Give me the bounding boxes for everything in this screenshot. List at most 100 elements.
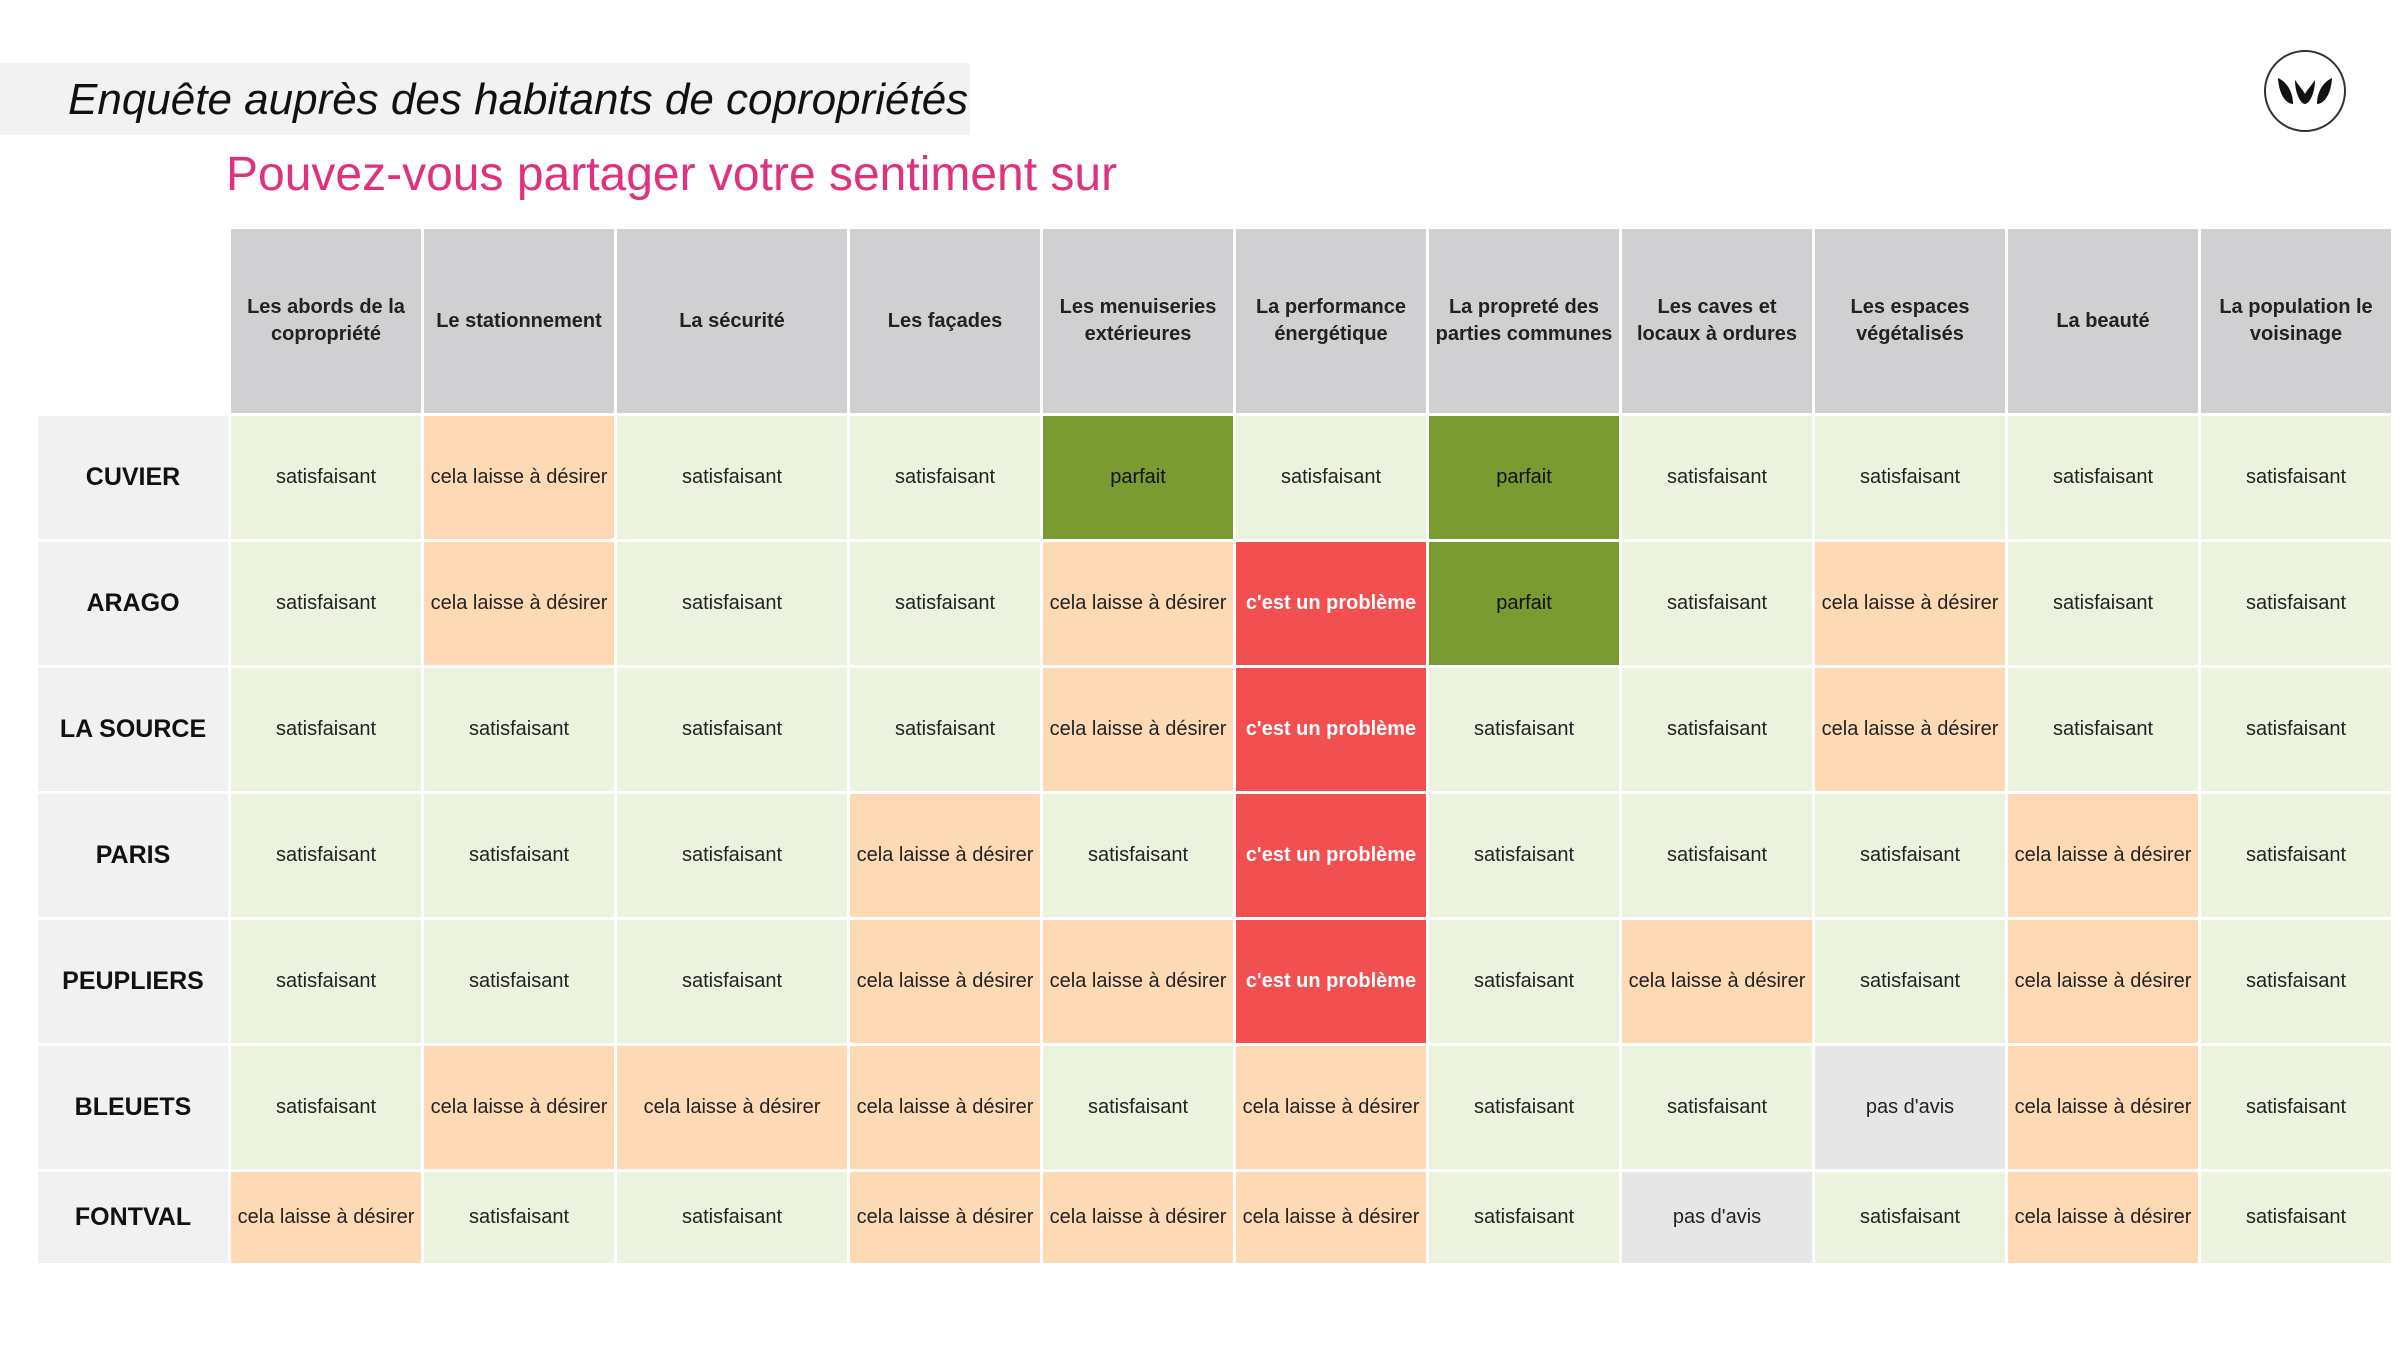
column-header: La beauté [2008, 229, 2198, 413]
table-cell: satisfaisant [2008, 542, 2198, 665]
table-cell: satisfaisant [2201, 794, 2391, 917]
table-cell: pas d'avis [1622, 1172, 1812, 1263]
column-header: La propreté des parties communes [1429, 229, 1619, 413]
table-cell: cela laisse à désirer [1043, 668, 1233, 791]
row-header: PARIS [38, 794, 228, 917]
table-cell: cela laisse à désirer [617, 1046, 847, 1169]
table-cell: satisfaisant [1622, 542, 1812, 665]
table-cell: satisfaisant [1622, 1046, 1812, 1169]
table-cell: satisfaisant [850, 416, 1040, 539]
row-header: ARAGO [38, 542, 228, 665]
column-header: Les façades [850, 229, 1040, 413]
column-header: Le stationnement [424, 229, 614, 413]
table-body: CUVIER satisfaisant cela laisse à désirer s… [38, 416, 2391, 1263]
table-cell: cela laisse à désirer [850, 1172, 1040, 1263]
table-row: PEUPLIERS satisfaisant satisfaisant satisfa… [38, 920, 2391, 1043]
table-cell: satisfaisant [1429, 794, 1619, 917]
table-cell: satisfaisant [231, 920, 421, 1043]
table-corner [38, 229, 228, 413]
column-header: Les espaces végétalisés [1815, 229, 2005, 413]
table-cell: satisfaisant [1622, 668, 1812, 791]
table-row: CUVIER satisfaisant cela laisse à désirer s… [38, 416, 2391, 539]
table-cell: cela laisse à désirer [424, 1046, 614, 1169]
table-cell: satisfaisant [850, 668, 1040, 791]
table-cell: satisfaisant [2201, 920, 2391, 1043]
table-cell: satisfaisant [1815, 920, 2005, 1043]
table-cell: cela laisse à désirer [2008, 920, 2198, 1043]
table-cell: pas d'avis [1815, 1046, 2005, 1169]
table-cell: c'est un problème [1236, 920, 1426, 1043]
table-cell: satisfaisant [2008, 668, 2198, 791]
table-cell: satisfaisant [231, 542, 421, 665]
row-header: BLEUETS [38, 1046, 228, 1169]
leaves-logo-svg [2278, 78, 2332, 104]
table-cell: satisfaisant [1429, 1046, 1619, 1169]
table-cell: cela laisse à désirer [1815, 668, 2005, 791]
column-header: Les caves et locaux à ordures [1622, 229, 1812, 413]
table-cell: satisfaisant [2201, 542, 2391, 665]
table-cell: satisfaisant [2008, 416, 2198, 539]
table-cell: satisfaisant [1622, 416, 1812, 539]
row-header: FONTVAL [38, 1172, 228, 1263]
table-cell: cela laisse à désirer [2008, 1046, 2198, 1169]
table-cell: satisfaisant [231, 794, 421, 917]
table-cell: cela laisse à désirer [1236, 1046, 1426, 1169]
table-cell: cela laisse à désirer [850, 1046, 1040, 1169]
table-cell: cela laisse à désirer [1043, 920, 1233, 1043]
table-cell: cela laisse à désirer [2008, 1172, 2198, 1263]
table-cell: satisfaisant [424, 668, 614, 791]
column-header: La population le voisinage [2201, 229, 2391, 413]
table-cell: satisfaisant [424, 794, 614, 917]
table-cell: satisfaisant [1815, 1172, 2005, 1263]
table-cell: cela laisse à désirer [1043, 1172, 1233, 1263]
table-cell: cela laisse à désirer [1236, 1172, 1426, 1263]
column-header: Les abords de la copropriété [231, 229, 421, 413]
table-cell: parfait [1429, 542, 1619, 665]
table-cell: satisfaisant [1429, 920, 1619, 1043]
table-cell: satisfaisant [2201, 668, 2391, 791]
table-cell: cela laisse à désirer [850, 794, 1040, 917]
table-cell: satisfaisant [617, 1172, 847, 1263]
table-cell: cela laisse à désirer [1815, 542, 2005, 665]
table-cell: satisfaisant [231, 668, 421, 791]
table-cell: satisfaisant [1429, 668, 1619, 791]
table-cell: satisfaisant [424, 1172, 614, 1263]
page-subtitle: Pouvez-vous partager votre sentiment sur [226, 148, 1118, 201]
table-cell: satisfaisant [1043, 1046, 1233, 1169]
table-cell: satisfaisant [1429, 1172, 1619, 1263]
table-cell: satisfaisant [1815, 794, 2005, 917]
row-header: LA SOURCE [38, 668, 228, 791]
leaves-logo-icon [2264, 50, 2346, 132]
table-cell: satisfaisant [1043, 794, 1233, 917]
table-row: ARAGO satisfaisant cela laisse à désirer sa… [38, 542, 2391, 665]
table-cell: satisfaisant [617, 668, 847, 791]
table-cell: c'est un problème [1236, 542, 1426, 665]
table-cell: cela laisse à désirer [850, 920, 1040, 1043]
table-cell: c'est un problème [1236, 794, 1426, 917]
table-cell: satisfaisant [617, 920, 847, 1043]
table-cell: satisfaisant [617, 794, 847, 917]
page-title: Enquête auprès des habitants de copropri… [68, 75, 969, 124]
table-cell: satisfaisant [2201, 416, 2391, 539]
table-cell: satisfaisant [2201, 1172, 2391, 1263]
table-row: BLEUETS satisfaisant cela laisse à désirer… [38, 1046, 2391, 1169]
table-cell: cela laisse à désirer [2008, 794, 2198, 917]
table-cell: cela laisse à désirer [424, 542, 614, 665]
table-cell: satisfaisant [231, 416, 421, 539]
table-cell: satisfaisant [617, 542, 847, 665]
table-cell: cela laisse à désirer [1043, 542, 1233, 665]
table-cell: satisfaisant [1622, 794, 1812, 917]
row-header: CUVIER [38, 416, 228, 539]
column-header: La performance énergétique [1236, 229, 1426, 413]
table-cell: satisfaisant [850, 542, 1040, 665]
table-row: PARIS satisfaisant satisfaisant satisfaisan… [38, 794, 2391, 917]
table-cell: cela laisse à désirer [1622, 920, 1812, 1043]
table-cell: cela laisse à désirer [424, 416, 614, 539]
table-row: LA SOURCE satisfaisant satisfaisant satisfa… [38, 668, 2391, 791]
table-cell: satisfaisant [231, 1046, 421, 1169]
column-header: Les menuiseries extérieures [1043, 229, 1233, 413]
header-row: Les abords de la copropriété Le stationn… [38, 229, 2391, 413]
table-cell: parfait [1429, 416, 1619, 539]
table-cell: satisfaisant [424, 920, 614, 1043]
survey-table: Les abords de la copropriété Le stationn… [35, 226, 2394, 1266]
